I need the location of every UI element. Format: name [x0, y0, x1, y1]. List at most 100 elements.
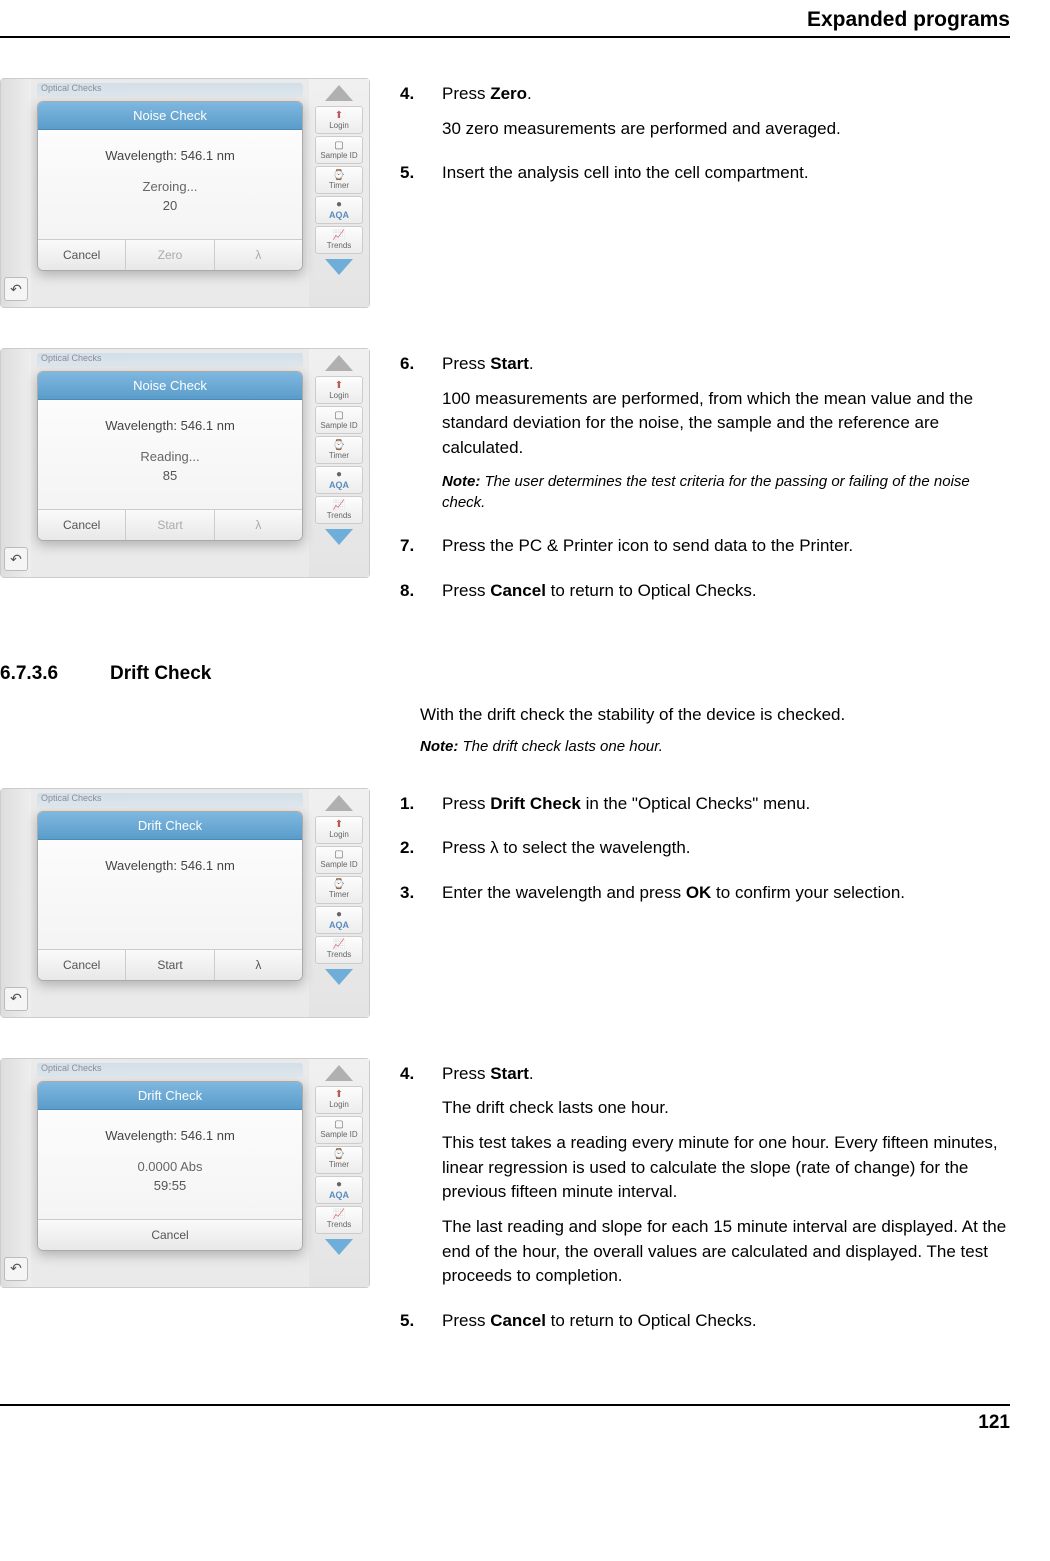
step-bold: Start [490, 1064, 529, 1083]
page-header-title: Expanded programs [0, 0, 1010, 38]
step-text: Insert the analysis cell into the cell c… [442, 161, 1010, 186]
scroll-up-icon[interactable] [325, 355, 353, 371]
zero-button[interactable]: Zero [126, 240, 214, 270]
lambda-button[interactable]: λ [215, 240, 302, 270]
timer-button[interactable]: ⌚Timer [315, 876, 363, 904]
device-frame: ↶ Optical Checks Drift Check Wavelength:… [0, 1058, 370, 1288]
back-icon[interactable]: ↶ [4, 277, 28, 301]
device-center: Optical Checks Drift Check Wavelength: 5… [31, 1059, 309, 1287]
dialog-buttons: Cancel [38, 1219, 302, 1250]
aqa-button[interactable]: ●AQA [315, 196, 363, 224]
section-intro: With the drift check the stability of th… [420, 703, 1010, 757]
timer-button[interactable]: ⌚Timer [315, 1146, 363, 1174]
aqa-button[interactable]: ●AQA [315, 906, 363, 934]
status-text: Reading... [48, 449, 292, 464]
cancel-button[interactable]: Cancel [38, 510, 126, 540]
back-icon[interactable]: ↶ [4, 1257, 28, 1281]
step-number: 5. [400, 161, 424, 196]
dialog-body: Wavelength: 546.1 nm Zeroing... 20 [38, 130, 302, 239]
device-frame: ↶ Optical Checks Drift Check Wavelength:… [0, 788, 370, 1018]
scroll-down-icon[interactable] [325, 529, 353, 545]
device-center: Optical Checks Noise Check Wavelength: 5… [31, 349, 309, 577]
device-frame: ↶ Optical Checks Noise Check Wavelength:… [0, 78, 370, 308]
login-button[interactable]: ⬆Login [315, 376, 363, 404]
step-subtext: The drift check lasts one hour. [442, 1096, 1010, 1121]
aqa-button[interactable]: ●AQA [315, 1176, 363, 1204]
sample-id-button[interactable]: ▢Sample ID [315, 1116, 363, 1144]
trends-button[interactable]: 📈Trends [315, 1206, 363, 1234]
step-text: Press [442, 794, 490, 813]
cancel-button[interactable]: Cancel [38, 1220, 302, 1250]
dialog-noise-check: Noise Check Wavelength: 546.1 nm Reading… [37, 371, 303, 541]
cancel-button[interactable]: Cancel [38, 240, 126, 270]
dialog-noise-check: Noise Check Wavelength: 546.1 nm Zeroing… [37, 101, 303, 271]
login-button[interactable]: ⬆Login [315, 106, 363, 134]
step-number: 4. [400, 82, 424, 151]
section-heading: 6.7.3.6 Drift Check [0, 663, 1010, 685]
trends-button[interactable]: 📈Trends [315, 936, 363, 964]
cancel-button[interactable]: Cancel [38, 950, 126, 980]
step-text: Press λ to select the wavelength. [442, 836, 1010, 861]
text-block-1: 4. Press Zero. 30 zero measurements are … [400, 78, 1010, 308]
step-text: Press [442, 1311, 490, 1330]
screenshot-4: ↶ Optical Checks Drift Check Wavelength:… [0, 1058, 370, 1354]
text-block-2: 6. Press Start. 100 measurements are per… [400, 348, 1010, 623]
tab-bar: Optical Checks [37, 353, 303, 367]
step-text: Press [442, 581, 490, 600]
screenshot-1: ↶ Optical Checks Noise Check Wavelength:… [0, 78, 370, 308]
step-number: 4. [400, 1062, 424, 1299]
step-text: Press [442, 84, 490, 103]
login-button[interactable]: ⬆Login [315, 816, 363, 844]
aqa-button[interactable]: ●AQA [315, 466, 363, 494]
step-number: 6. [400, 352, 424, 524]
step-bold: Zero [490, 84, 527, 103]
step-bold: Cancel [490, 581, 546, 600]
dialog-title: Drift Check [38, 1082, 302, 1110]
note-label: Note: [420, 738, 458, 755]
note-label: Note: [442, 473, 480, 490]
value-text: 20 [48, 198, 292, 213]
trends-button[interactable]: 📈Trends [315, 496, 363, 524]
step-text: Press [442, 1064, 490, 1083]
device-left-rail: ↶ [1, 79, 31, 307]
scroll-up-icon[interactable] [325, 85, 353, 101]
timer-button[interactable]: ⌚Timer [315, 166, 363, 194]
start-button[interactable]: Start [126, 510, 214, 540]
scroll-up-icon[interactable] [325, 1065, 353, 1081]
step-bold: Drift Check [490, 794, 581, 813]
device-left-rail: ↶ [1, 789, 31, 1017]
screenshot-2: ↶ Optical Checks Noise Check Wavelength:… [0, 348, 370, 623]
abs-value: 0.0000 Abs [48, 1159, 292, 1174]
login-button[interactable]: ⬆Login [315, 1086, 363, 1114]
step-bold: Cancel [490, 1311, 546, 1330]
sample-id-button[interactable]: ▢Sample ID [315, 846, 363, 874]
lambda-button[interactable]: λ [215, 950, 302, 980]
sample-id-button[interactable]: ▢Sample ID [315, 406, 363, 434]
row-block-3: ↶ Optical Checks Drift Check Wavelength:… [0, 788, 1010, 1018]
wavelength-label: Wavelength: 546.1 nm [48, 858, 292, 873]
timer-button[interactable]: ⌚Timer [315, 436, 363, 464]
scroll-down-icon[interactable] [325, 1239, 353, 1255]
back-icon[interactable]: ↶ [4, 987, 28, 1011]
step-subtext: This test takes a reading every minute f… [442, 1131, 1010, 1205]
text-block-4: 4. Press Start. The drift check lasts on… [400, 1058, 1010, 1354]
lambda-button[interactable]: λ [215, 510, 302, 540]
screenshot-3: ↶ Optical Checks Drift Check Wavelength:… [0, 788, 370, 1018]
scroll-down-icon[interactable] [325, 259, 353, 275]
note-text: The user determines the test criteria fo… [442, 473, 970, 512]
step-number: 3. [400, 881, 424, 916]
scroll-up-icon[interactable] [325, 795, 353, 811]
step-bold: Start [490, 354, 529, 373]
sample-id-button[interactable]: ▢Sample ID [315, 136, 363, 164]
device-frame: ↶ Optical Checks Noise Check Wavelength:… [0, 348, 370, 578]
trends-button[interactable]: 📈Trends [315, 226, 363, 254]
step-number: 1. [400, 792, 424, 827]
text-block-3: 1. Press Drift Check in the "Optical Che… [400, 788, 1010, 1018]
step-bold: OK [686, 883, 712, 902]
intro-paragraph: With the drift check the stability of th… [420, 703, 1010, 728]
back-icon[interactable]: ↶ [4, 547, 28, 571]
start-button[interactable]: Start [126, 950, 214, 980]
step-number: 5. [400, 1309, 424, 1344]
dialog-title: Drift Check [38, 812, 302, 840]
scroll-down-icon[interactable] [325, 969, 353, 985]
